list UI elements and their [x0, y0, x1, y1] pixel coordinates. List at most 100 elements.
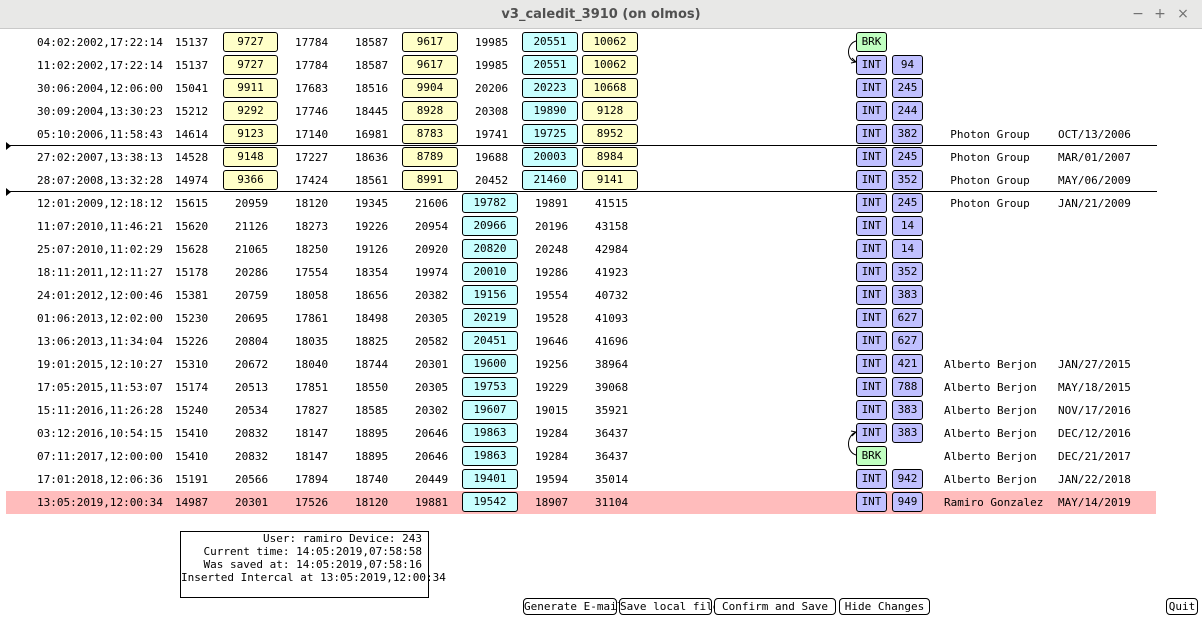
value-cell: 19985 — [475, 59, 509, 72]
intercal-tag-button[interactable]: INT — [856, 101, 887, 121]
table-row[interactable]: 01:06:2013,12:02:00 15230 20695 17861 18498 2… — [6, 307, 1156, 330]
table-row[interactable]: 03:12:2016,10:54:15 15410 20832 18147 18895 2… — [6, 422, 1156, 445]
highlighted-value-box: 8984 — [582, 147, 638, 167]
intercal-number-button[interactable]: 421 — [892, 354, 923, 374]
value-cell: 15410 — [175, 450, 209, 463]
value-cell: 19286 — [535, 266, 569, 279]
intercal-tag-button[interactable]: INT — [856, 216, 887, 236]
intercal-tag-button[interactable]: INT — [856, 400, 887, 420]
break-tag-button[interactable]: BRK — [856, 446, 887, 466]
intercal-number-button[interactable]: 245 — [892, 147, 923, 167]
value-cell: 21065 — [235, 243, 269, 256]
value-cell: 20305 — [415, 381, 449, 394]
generate-email-button[interactable]: Generate E-mail — [523, 598, 624, 615]
intercal-tag-button[interactable]: INT — [856, 377, 887, 397]
intercal-tag-button[interactable]: INT — [856, 193, 887, 213]
table-row[interactable]: 19:01:2015,12:10:27 15310 20672 18040 18744 2… — [6, 353, 1156, 376]
table-row[interactable]: 28:07:2008,13:32:28 14974 9366 17424 18561 89… — [6, 169, 1156, 192]
table-row[interactable]: 17:01:2018,12:06:36 15191 20566 17894 18740 2… — [6, 468, 1156, 491]
table-row[interactable]: 11:07:2010,11:46:21 15620 21126 18273 19226 2… — [6, 215, 1156, 238]
intercal-number-button[interactable]: 244 — [892, 101, 923, 121]
value-cell: 19985 — [475, 36, 509, 49]
intercal-number-button[interactable]: 352 — [892, 170, 923, 190]
table-row[interactable]: 05:10:2006,11:58:43 14614 9123 17140 16981 87… — [6, 123, 1156, 146]
intercal-tag-button[interactable]: INT — [856, 308, 887, 328]
maximize-icon[interactable]: + — [1154, 6, 1166, 22]
confirm-and-save-button[interactable]: Confirm and Save — [714, 598, 836, 615]
intercal-tag-button[interactable]: INT — [856, 147, 887, 167]
value-cell: 17894 — [295, 473, 329, 486]
intercal-number-button[interactable]: 383 — [892, 423, 923, 443]
hide-changes-button[interactable]: Hide Changes — [839, 598, 930, 615]
table-row[interactable]: 07:11:2017,12:00:00 15410 20832 18147 18895 2… — [6, 445, 1156, 468]
title-bar[interactable]: v3_caledit_3910 (on olmos) − + × — [0, 0, 1202, 29]
highlighted-value-box: 9617 — [402, 55, 458, 75]
intercal-tag-button[interactable]: INT — [856, 469, 887, 489]
value-cell: 18147 — [295, 450, 329, 463]
intercal-number-button[interactable]: 245 — [892, 78, 923, 98]
table-row[interactable]: 17:05:2015,11:53:07 15174 20513 17851 18550 2… — [6, 376, 1156, 399]
highlighted-value-box: 9904 — [402, 78, 458, 98]
table-row[interactable]: 13:06:2013,11:34:04 15226 20804 18035 18825 2… — [6, 330, 1156, 353]
intercal-tag-button[interactable]: INT — [856, 262, 887, 282]
close-icon[interactable]: × — [1177, 6, 1189, 22]
value-cell: 42984 — [595, 243, 629, 256]
highlighted-value-box: 8952 — [582, 124, 638, 144]
minimize-icon[interactable]: − — [1132, 6, 1144, 22]
intercal-number-button[interactable]: 942 — [892, 469, 923, 489]
intercal-number-button[interactable]: 352 — [892, 262, 923, 282]
table-row[interactable]: 12:01:2009,12:18:12 15615 20959 18120 19345 2… — [6, 192, 1156, 215]
intercal-number-button[interactable]: 383 — [892, 400, 923, 420]
break-tag-button[interactable]: BRK — [856, 32, 887, 52]
highlighted-value-box: 20966 — [462, 216, 518, 236]
intercal-tag-button[interactable]: INT — [856, 492, 887, 512]
table-row[interactable]: 24:01:2012,12:00:46 15381 20759 18058 18656 2… — [6, 284, 1156, 307]
table-row[interactable]: 11:02:2002,17:22:14 15137 9727 17784 18587 96… — [6, 54, 1156, 77]
table-row[interactable]: 04:02:2002,17:22:14 15137 9727 17784 18587 96… — [6, 31, 1156, 54]
intercal-tag-button[interactable]: INT — [856, 78, 887, 98]
intercal-tag-button[interactable]: INT — [856, 124, 887, 144]
intercal-number-button[interactable]: 627 — [892, 331, 923, 351]
value-cell: 18250 — [295, 243, 329, 256]
table-row[interactable]: 27:02:2007,13:38:13 14528 9148 17227 18636 87… — [6, 146, 1156, 169]
value-cell: 18120 — [355, 496, 389, 509]
value-cell: 18035 — [295, 335, 329, 348]
value-cell: 41923 — [595, 266, 629, 279]
value-cell: 18354 — [355, 266, 389, 279]
table-row[interactable]: 30:09:2004,13:30:23 15212 9292 17746 18445 89… — [6, 100, 1156, 123]
intercal-number-button[interactable]: 14 — [892, 216, 923, 236]
intercal-tag-button[interactable]: INT — [856, 354, 887, 374]
value-cell: 15240 — [175, 404, 209, 417]
intercal-tag-button[interactable]: INT — [856, 285, 887, 305]
highlighted-value-box: 8783 — [402, 124, 458, 144]
intercal-number-button[interactable]: 245 — [892, 193, 923, 213]
quit-button[interactable]: Quit — [1166, 598, 1198, 615]
intercal-tag-button[interactable]: INT — [856, 170, 887, 190]
table-row[interactable]: 18:11:2011,12:11:27 15178 20286 17554 18354 1… — [6, 261, 1156, 284]
table-row[interactable]: 25:07:2010,11:02:29 15628 21065 18250 19126 2… — [6, 238, 1156, 261]
value-cell: 19126 — [355, 243, 389, 256]
intercal-number-button[interactable]: 14 — [892, 239, 923, 259]
intercal-tag-button[interactable]: INT — [856, 331, 887, 351]
user-device-text: User: ramiro Device: 243 — [263, 532, 422, 545]
highlighted-value-box: 19863 — [462, 446, 518, 466]
intercal-number-button[interactable]: 382 — [892, 124, 923, 144]
table-row[interactable]: 15:11:2016,11:26:28 15240 20534 17827 18585 2… — [6, 399, 1156, 422]
value-cell: 18744 — [355, 358, 389, 371]
table-row[interactable]: 30:06:2004,12:06:00 15041 9911 17683 18516 99… — [6, 77, 1156, 100]
value-cell: 19015 — [535, 404, 569, 417]
intercal-number-button[interactable]: 383 — [892, 285, 923, 305]
table-row-selected[interactable]: 13:05:2019,12:00:34 14987 20301 17526 18120 1… — [6, 491, 1156, 514]
intercal-number-button[interactable]: 949 — [892, 492, 923, 512]
intercal-number-button[interactable]: 788 — [892, 377, 923, 397]
intercal-tag-button[interactable]: INT — [856, 55, 887, 75]
intercal-tag-button[interactable]: INT — [856, 423, 887, 443]
intercal-number-button[interactable]: 627 — [892, 308, 923, 328]
highlighted-value-box: 10062 — [582, 32, 638, 52]
value-cell: 18550 — [355, 381, 389, 394]
intercal-tag-button[interactable]: INT — [856, 239, 887, 259]
value-cell: 15620 — [175, 220, 209, 233]
save-local-file-button[interactable]: Save local file — [619, 598, 720, 615]
intercal-number-button[interactable]: 94 — [892, 55, 923, 75]
value-cell: 18058 — [295, 289, 329, 302]
